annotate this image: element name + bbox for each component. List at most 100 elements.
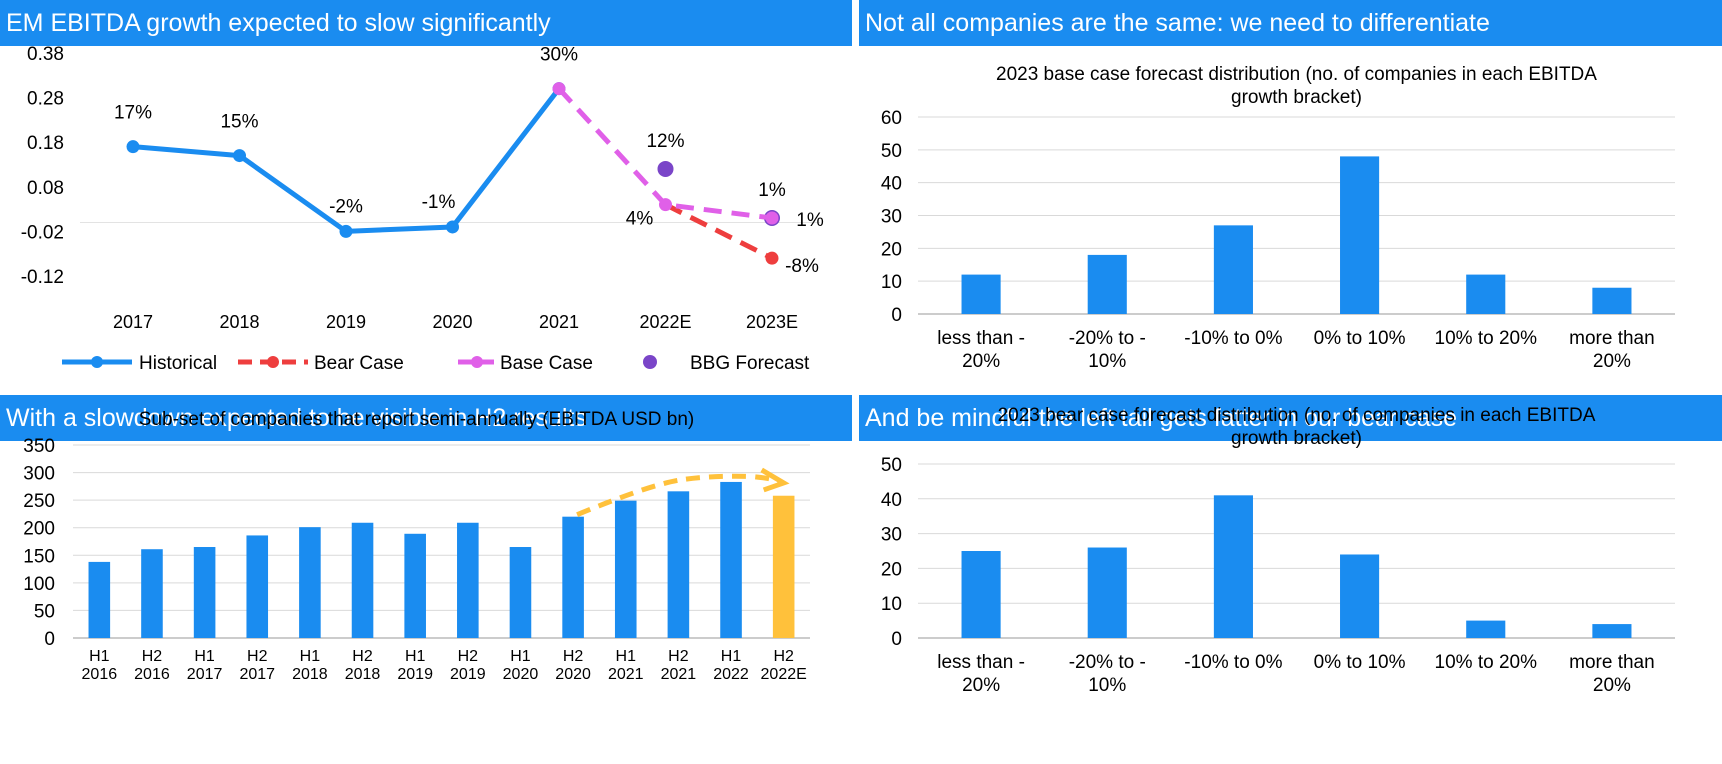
data-label: 30% bbox=[540, 45, 578, 66]
y-tick-label: 0 bbox=[891, 629, 902, 650]
x-tick-label: -10% to 0% bbox=[1184, 652, 1282, 673]
x-tick-label: H2 bbox=[352, 648, 373, 665]
x-tick-label: 2016 bbox=[134, 666, 170, 683]
x-tick-label: 2020 bbox=[432, 312, 472, 332]
x-tick-label: 2019 bbox=[450, 666, 486, 683]
panel-header-top-left: EM EBITDA growth expected to slow signif… bbox=[0, 0, 852, 46]
x-tick-label: 20% bbox=[962, 675, 1000, 696]
y-tick-label: 150 bbox=[23, 546, 55, 567]
chart-title: growth bracket) bbox=[1231, 87, 1362, 108]
bar bbox=[1340, 554, 1380, 638]
legend-label: Historical bbox=[139, 353, 217, 374]
x-tick-label: 2016 bbox=[82, 666, 118, 683]
bar bbox=[562, 516, 584, 638]
x-tick-label: 2017 bbox=[187, 666, 223, 683]
bear-case-distribution-chart: 2023 bear case forecast distribution (no… bbox=[881, 405, 1675, 696]
data-label: -8% bbox=[785, 256, 819, 277]
series-line bbox=[664, 202, 774, 261]
bar bbox=[1087, 254, 1127, 314]
data-label: 12% bbox=[646, 131, 684, 152]
bar bbox=[1466, 620, 1506, 638]
bar bbox=[299, 527, 321, 638]
x-tick-label: H1 bbox=[616, 648, 637, 665]
bar bbox=[404, 533, 426, 638]
y-tick-label: -0.02 bbox=[21, 222, 64, 243]
x-tick-label: 10% to 20% bbox=[1435, 328, 1538, 349]
x-tick-label: 2019 bbox=[397, 666, 433, 683]
legend-marker bbox=[643, 355, 657, 369]
x-tick-label: 2020 bbox=[555, 666, 591, 683]
y-tick-label: 40 bbox=[881, 174, 902, 195]
x-tick-label: H1 bbox=[405, 648, 426, 665]
y-tick-label: 60 bbox=[881, 108, 902, 129]
x-tick-label: H1 bbox=[89, 648, 110, 665]
data-point bbox=[233, 149, 246, 163]
bar bbox=[614, 500, 637, 638]
x-tick-label: 0% to 10% bbox=[1314, 652, 1406, 673]
x-tick-label: 2017 bbox=[113, 312, 153, 332]
legend-label: Bear Case bbox=[314, 353, 404, 374]
data-label: 15% bbox=[220, 112, 258, 133]
trend-arrow bbox=[576, 473, 783, 517]
y-tick-label: 50 bbox=[881, 141, 902, 162]
x-tick-label: 2019 bbox=[326, 312, 366, 332]
y-tick-label: 0 bbox=[44, 629, 55, 650]
x-tick-label: H1 bbox=[721, 648, 742, 665]
x-tick-label: H2 bbox=[563, 648, 584, 665]
bar bbox=[1592, 624, 1632, 638]
x-tick-label: H2 bbox=[668, 648, 689, 665]
bar bbox=[667, 491, 690, 638]
y-tick-label: 10 bbox=[881, 594, 902, 615]
chart-title: Sub-set of companies that report semi-an… bbox=[139, 409, 694, 430]
x-tick-label: 10% to 20% bbox=[1435, 652, 1538, 673]
bar bbox=[88, 561, 111, 638]
y-tick-label: 50 bbox=[881, 455, 902, 476]
y-tick-label: 300 bbox=[23, 464, 55, 485]
y-tick-label: 20 bbox=[881, 239, 902, 260]
data-label: 1% bbox=[758, 180, 786, 201]
bar bbox=[246, 535, 269, 638]
y-tick-label: 200 bbox=[23, 519, 55, 540]
chart-title: 2023 base case forecast distribution (no… bbox=[996, 64, 1597, 85]
data-point bbox=[765, 251, 779, 265]
x-tick-label: H2 bbox=[142, 648, 163, 665]
y-tick-label: 100 bbox=[23, 574, 55, 595]
data-label: -2% bbox=[329, 196, 363, 217]
x-tick-label: -10% to 0% bbox=[1184, 328, 1282, 349]
panel-header-bottom-left: With a slowdown expected to be visible i… bbox=[0, 395, 852, 441]
semi-annual-ebitda-chart: Sub-set of companies that report semi-an… bbox=[23, 409, 810, 683]
x-tick-label: 20% bbox=[962, 351, 1000, 372]
x-tick-label: 2017 bbox=[239, 666, 275, 683]
bar bbox=[720, 481, 742, 638]
data-label: 17% bbox=[114, 103, 152, 124]
x-tick-label: H1 bbox=[510, 648, 531, 665]
trend-arrowhead bbox=[760, 467, 790, 493]
bar bbox=[351, 522, 374, 638]
y-tick-label: 40 bbox=[881, 490, 902, 511]
bar bbox=[1592, 287, 1632, 314]
y-tick-label: 0.08 bbox=[27, 178, 64, 199]
data-point bbox=[765, 211, 779, 225]
legend-marker bbox=[267, 356, 279, 368]
y-tick-label: 250 bbox=[23, 491, 55, 512]
y-tick-label: -0.12 bbox=[21, 267, 64, 288]
x-tick-label: -20% to - bbox=[1069, 328, 1146, 349]
x-tick-label: 2021 bbox=[608, 666, 644, 683]
x-tick-label: 2021 bbox=[661, 666, 697, 683]
x-tick-label: 2018 bbox=[219, 312, 259, 332]
y-tick-label: 10 bbox=[881, 272, 902, 293]
chart-title: growth bracket) bbox=[1231, 428, 1362, 449]
data-label: 1% bbox=[796, 210, 824, 231]
x-tick-label: 0% to 10% bbox=[1314, 328, 1406, 349]
data-label: -1% bbox=[422, 192, 456, 213]
x-tick-label: H1 bbox=[300, 648, 321, 665]
data-point bbox=[657, 160, 674, 177]
data-point bbox=[126, 140, 140, 154]
bar bbox=[193, 547, 216, 638]
panel-header-bottom-right: And be mindful the left tail gets fatter… bbox=[859, 395, 1722, 441]
bar bbox=[961, 551, 1001, 638]
x-tick-label: 2022 bbox=[713, 666, 749, 683]
data-label: 4% bbox=[626, 209, 654, 230]
chart-title: 2023 bear case forecast distribution (no… bbox=[998, 405, 1596, 426]
x-tick-label: H2 bbox=[773, 648, 794, 665]
